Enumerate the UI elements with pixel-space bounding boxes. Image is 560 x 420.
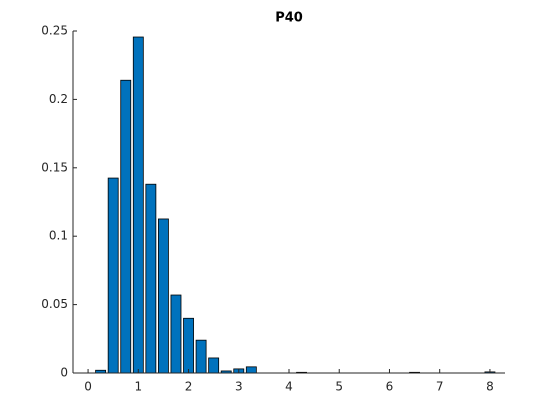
bar xyxy=(107,177,119,374)
y-tick-label: 0.1 xyxy=(49,229,68,243)
x-tick-label: 3 xyxy=(235,380,243,394)
bar xyxy=(208,357,220,374)
x-tick-label: 4 xyxy=(285,380,293,394)
bar xyxy=(120,79,132,374)
bar xyxy=(195,339,207,374)
x-tick-label: 1 xyxy=(134,380,142,394)
x-tick-label: 7 xyxy=(436,380,444,394)
bar xyxy=(132,36,144,374)
bar xyxy=(157,218,169,374)
y-tick-label: 0.25 xyxy=(41,24,68,38)
x-tick-label: 0 xyxy=(84,380,92,394)
x-tick-label: 8 xyxy=(486,380,494,394)
bar xyxy=(145,183,157,374)
y-tick-label: 0.15 xyxy=(41,160,68,174)
bar xyxy=(183,317,194,374)
x-tick-label: 6 xyxy=(386,380,394,394)
x-tick-label: 5 xyxy=(335,380,343,394)
y-tick-label: 0.05 xyxy=(41,297,68,311)
bar xyxy=(170,294,182,374)
bar xyxy=(245,366,257,374)
y-tick-label: 0 xyxy=(60,366,68,380)
chart-title: P40 xyxy=(275,11,303,26)
y-tick-label: 0.2 xyxy=(49,92,68,106)
x-tick-label: 2 xyxy=(185,380,193,394)
